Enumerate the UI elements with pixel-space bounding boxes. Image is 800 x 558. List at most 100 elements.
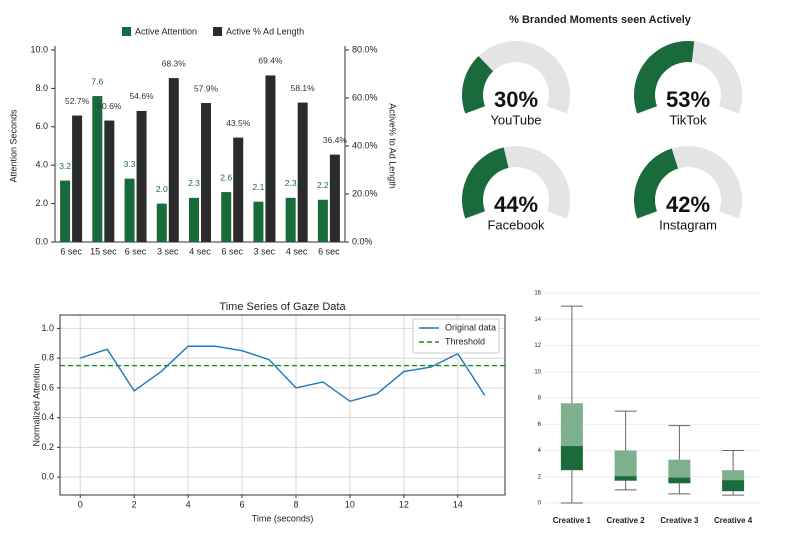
box-upper <box>722 470 745 481</box>
plot-frame <box>59 314 506 496</box>
y-tick-label: 0.0 <box>35 236 48 246</box>
y2-tick-label: 20.0% <box>352 188 378 198</box>
value-label: 3.2 <box>59 161 71 171</box>
y2-tick-label: 0.0% <box>352 236 373 246</box>
value-label: 3.3 <box>124 159 136 169</box>
x-tick-label: 2 <box>132 499 137 509</box>
value-label: 7.6 <box>91 76 103 86</box>
box-upper <box>668 459 691 479</box>
y-tick-label: 6.0 <box>35 121 48 131</box>
bar <box>156 203 167 242</box>
x-tick-label: 4 sec <box>189 246 211 256</box>
x-tick-label: Creative 2 <box>607 516 646 525</box>
box-lower <box>614 476 637 481</box>
bar <box>253 201 264 242</box>
bar <box>297 102 308 242</box>
x-tick-label: 14 <box>453 499 463 509</box>
legend-label: Original data <box>445 322 496 332</box>
bar <box>136 110 147 243</box>
y-tick-label: 10 <box>534 369 541 375</box>
value-label: 2.2 <box>317 180 329 190</box>
y2-tick-label: 80.0% <box>352 44 378 54</box>
box-lower <box>560 446 583 471</box>
gauge-title: % Branded Moments seen Actively <box>509 14 692 26</box>
bar <box>72 115 83 242</box>
value-label: 57.9% <box>194 83 219 93</box>
x-tick-label: Creative 1 <box>553 516 592 525</box>
y-tick-label: 2.0 <box>35 198 48 208</box>
y2-tick-label: 40.0% <box>352 140 378 150</box>
gauge-percent: 42% <box>666 192 710 217</box>
legend-label: Threshold <box>445 336 485 346</box>
y-tick-label: 8.0 <box>35 83 48 93</box>
x-tick-label: Creative 4 <box>714 516 753 525</box>
y-tick-label: 4 <box>538 448 542 454</box>
bar <box>124 178 135 242</box>
value-label: 50.6% <box>97 101 122 111</box>
y2-tick-label: 60.0% <box>352 92 378 102</box>
y-tick-label: 0.0 <box>41 472 54 482</box>
x-tick-label: 4 <box>186 499 191 509</box>
bar <box>285 197 296 242</box>
value-label: 54.6% <box>130 91 155 101</box>
bar <box>233 137 244 242</box>
box-upper <box>560 403 583 447</box>
box-lower <box>668 478 691 484</box>
gauge-name: Instagram <box>659 217 717 232</box>
bar <box>92 96 103 242</box>
x-axis-label: Time (seconds) <box>252 513 314 523</box>
y-tick-label: 16 <box>534 291 541 297</box>
bar <box>168 78 179 242</box>
x-tick-label: 6 <box>240 499 245 509</box>
bar <box>60 180 71 242</box>
x-tick-label: 4 sec <box>286 246 308 256</box>
gauge-value <box>634 41 695 114</box>
gauge-percent: 44% <box>494 192 538 217</box>
y-tick-label: 0.4 <box>41 412 54 422</box>
box-upper <box>614 450 637 477</box>
gauge-value <box>634 148 679 219</box>
y-tick-label: 0.6 <box>41 382 54 392</box>
x-tick-label: 12 <box>399 499 409 509</box>
value-label: 68.3% <box>162 58 187 68</box>
gauge-name: YouTube <box>490 112 541 127</box>
value-label: 69.4% <box>258 56 283 66</box>
bar <box>329 154 340 242</box>
legend-label: Active % Ad Length <box>226 26 304 36</box>
value-label: 52.7% <box>65 96 90 106</box>
bar <box>265 75 276 242</box>
y-tick-label: 1.0 <box>41 323 54 333</box>
value-label: 2.0 <box>156 184 168 194</box>
legend-swatch <box>213 27 223 36</box>
x-tick-label: 3 sec <box>157 246 179 256</box>
x-tick-label: 15 sec <box>90 246 117 256</box>
x-tick-label: 10 <box>345 499 355 509</box>
legend-swatch <box>122 27 131 36</box>
gauge-name: TikTok <box>669 112 707 127</box>
legend-label: Active Attention <box>135 26 197 36</box>
y-tick-label: 10.0 <box>30 44 48 54</box>
y-tick-label: 0.2 <box>41 442 54 452</box>
x-tick-label: 6 sec <box>60 246 82 256</box>
x-tick-label: 3 sec <box>254 246 276 256</box>
x-tick-label: Creative 3 <box>660 516 699 525</box>
y-tick-label: 0 <box>538 501 542 507</box>
value-label: 2.3 <box>285 178 297 188</box>
y-tick-label: 14 <box>534 317 541 323</box>
gauge-value <box>462 147 509 219</box>
y-tick-label: 4.0 <box>35 160 48 170</box>
bar <box>189 197 199 242</box>
x-tick-label: 6 sec <box>318 246 340 256</box>
chart-title: Time Series of Gaze Data <box>219 301 346 313</box>
bar <box>221 192 232 242</box>
x-tick-label: 6 sec <box>221 246 243 256</box>
y2-axis-label: Active% to Ad Length <box>388 103 398 189</box>
y-tick-label: 0.8 <box>41 353 54 363</box>
value-label: 58.1% <box>291 83 316 93</box>
y-tick-label: 6 <box>538 422 542 428</box>
gauge-percent: 30% <box>494 87 538 112</box>
value-label: 2.3 <box>188 178 200 188</box>
value-label: 43.5% <box>226 118 251 128</box>
box-lower <box>722 480 745 492</box>
